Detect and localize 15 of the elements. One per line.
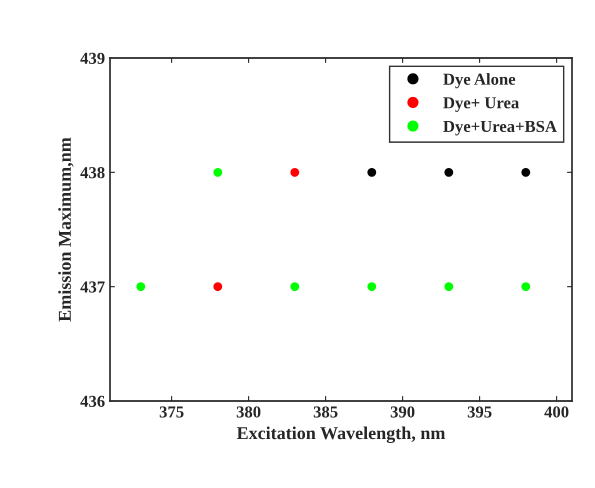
legend-label: Dye Alone [443,73,516,88]
y-tick-label: 438 [80,167,105,178]
y-tick-label: 436 [80,396,105,407]
x-tick-label: 385 [314,406,338,418]
x-tick-label: 395 [468,406,492,418]
legend-label: Dye+ Urea [443,97,519,112]
y-tick-label: 439 [80,52,105,64]
x-tick-label: 400 [544,406,568,418]
y-axis-title: Emission Maximum,nm [58,138,74,322]
x-tick-label: 375 [160,406,184,418]
x-tick-label: 390 [390,406,414,418]
y-tick-label: 437 [80,281,105,293]
x-axis-title: Excitation Wavelength, nm [236,426,446,444]
legend-label: Dye+Urea+BSA [443,120,557,136]
x-tick-label: 380 [236,406,260,418]
